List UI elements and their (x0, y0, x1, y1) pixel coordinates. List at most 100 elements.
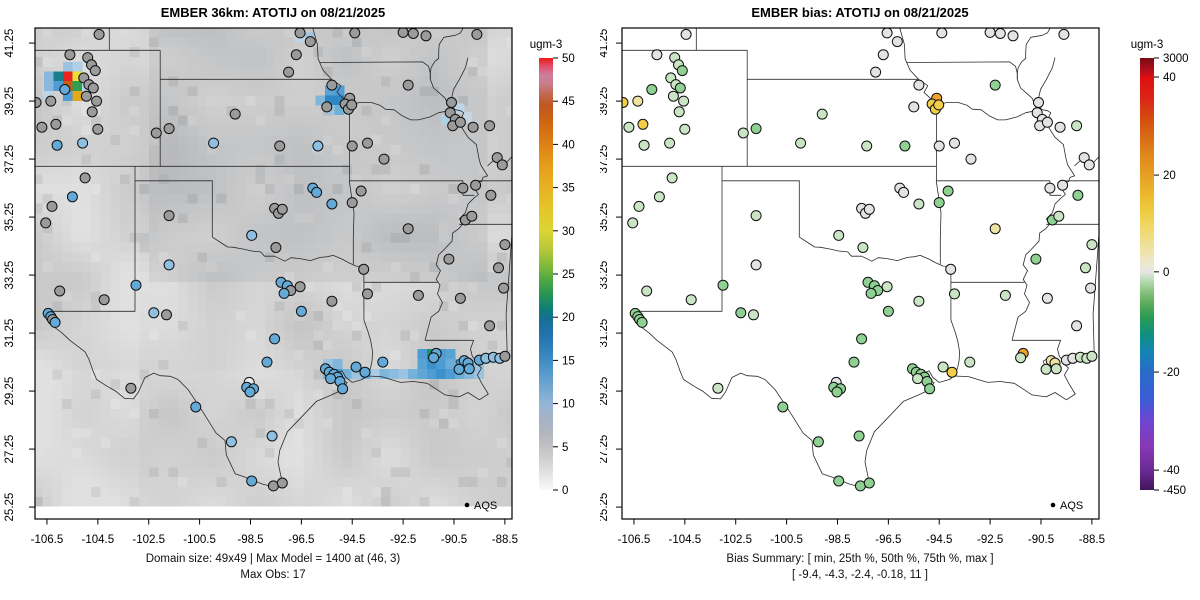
aqs-station-point (667, 90, 679, 102)
aqs-station-point (493, 262, 504, 274)
aqs-station-point (484, 320, 496, 332)
raster-hot-cell (436, 358, 447, 370)
raster-hot-cell (44, 71, 55, 82)
state-border-line (1092, 228, 1099, 361)
aqs-station-point (678, 95, 690, 107)
aqs-station-point (898, 186, 910, 198)
raster-hot-cell (323, 358, 334, 370)
x-tick-label: -94.5 (339, 534, 365, 546)
aqs-station-point (1007, 30, 1019, 42)
aqs-station-point (35, 97, 42, 108)
colorbar-tick-label: 5 (562, 442, 568, 454)
state-border-line (864, 357, 1095, 487)
aqs-station-point (1086, 239, 1098, 251)
aqs-station-point (908, 101, 920, 113)
colorbar-tick-label: -40 (1163, 465, 1180, 477)
state-border-line (349, 102, 455, 121)
aqs-station-point (1054, 121, 1066, 133)
state-border-line (505, 228, 512, 361)
state-border-line (363, 266, 373, 377)
left-caption-line1: Domain size: 49x49 | Max Model = 1400 at… (146, 553, 401, 565)
aqs-station-point (350, 361, 362, 373)
aqs-station-point (664, 137, 676, 149)
aqs-station-point (412, 289, 424, 301)
aqs-station-point (856, 333, 868, 345)
aqs-station-point (637, 118, 649, 130)
aqs-station-point (942, 185, 954, 197)
raster-hot-cell (62, 90, 74, 102)
aqs-station-point (446, 97, 457, 108)
colorbar-gradient (1140, 58, 1154, 490)
aqs-station-point (636, 316, 648, 328)
colorbar-tick-label: 45 (562, 96, 575, 108)
aqs-station-point (646, 84, 658, 95)
colorbar-tick-label: 3000 (1163, 53, 1189, 65)
raster-hot-cell (398, 368, 409, 379)
colorbar-tick-label: 15 (562, 355, 575, 367)
aqs-station-point (1040, 363, 1052, 375)
aqs-legend: AQS (464, 500, 497, 512)
aqs-station-point (283, 66, 295, 78)
raster-hot-cell (417, 349, 428, 360)
raster-hot-cell (389, 368, 400, 379)
aqs-station-point (161, 309, 172, 321)
aqs-station-point (276, 477, 288, 489)
y-tick-label: 29.25 (4, 377, 16, 406)
raster-hot-cell (334, 104, 345, 116)
y-tick-label: 25.25 (600, 493, 610, 522)
aqs-station-point (311, 186, 323, 198)
x-tick-label: -96.5 (288, 534, 314, 546)
aqs-station-point (882, 305, 894, 317)
y-tick-label: 35.25 (600, 203, 610, 232)
y-tick-label: 33.25 (600, 261, 610, 290)
aqs-station-point (946, 366, 958, 378)
aqs-station-point (863, 477, 875, 489)
right-map-panel: AQS -106.5 -104.5 -102.5 -100.5 -98.5 -96.5 -94… (600, 5, 1189, 581)
aqs-station-point (377, 356, 389, 368)
state-border-line (950, 266, 960, 377)
aqs-station-point (750, 210, 762, 222)
x-axis: -106.5 -104.5 -102.5 -100.5 -98.5 -96.5 -94.5 -… (31, 519, 518, 546)
x-tick-label: -100.5 (770, 534, 803, 546)
aqs-station-point (1044, 182, 1056, 194)
aqs-station-point (673, 106, 685, 118)
aqs-station-point (913, 295, 925, 307)
aqs-station-point (148, 307, 160, 319)
y-tick-label: 29.25 (600, 377, 610, 406)
state-border-line (212, 236, 364, 267)
aqs-station-point (125, 382, 137, 394)
aqs-station-point (92, 123, 104, 135)
x-tick-label: -94.5 (926, 534, 952, 546)
aqs-station-point (999, 289, 1011, 301)
aqs-station-point (91, 95, 103, 107)
aqs-station-point (945, 263, 957, 275)
raster-hot-cell (334, 95, 345, 106)
aqs-station-point (1030, 253, 1042, 265)
aqs-station-point (831, 386, 843, 398)
x-tick-label: -106.5 (618, 534, 651, 546)
aqs-station-point (1057, 179, 1069, 191)
aqs-station-point (484, 120, 496, 132)
aqs-station-point (937, 361, 949, 373)
state-border-line (160, 28, 332, 80)
raster-hot-cell (445, 368, 456, 379)
colorbar-tick-label: 20 (562, 312, 575, 324)
aqs-station-point (290, 49, 302, 61)
aqs-station-point (833, 475, 845, 487)
colorbar-tick-label: 40 (1163, 72, 1176, 84)
raster-hot-cell (445, 358, 456, 370)
aqs-station-point (80, 90, 92, 102)
right-map-area (622, 28, 1099, 492)
state-border-line (936, 102, 1042, 121)
aqs-station-point (750, 259, 762, 271)
aqs-station-point (45, 95, 57, 107)
left-title: EMBER 36km: ATOTIJ on 08/21/2025 (161, 5, 385, 20)
aqs-station-point (326, 79, 338, 91)
aqs-station-point (362, 137, 373, 149)
x-tick-label: -104.5 (669, 534, 702, 546)
aqs-station-point (66, 191, 78, 203)
aqs-station-point (274, 140, 286, 152)
raster-hot-cell (72, 61, 83, 73)
aqs-station-point (496, 159, 508, 171)
